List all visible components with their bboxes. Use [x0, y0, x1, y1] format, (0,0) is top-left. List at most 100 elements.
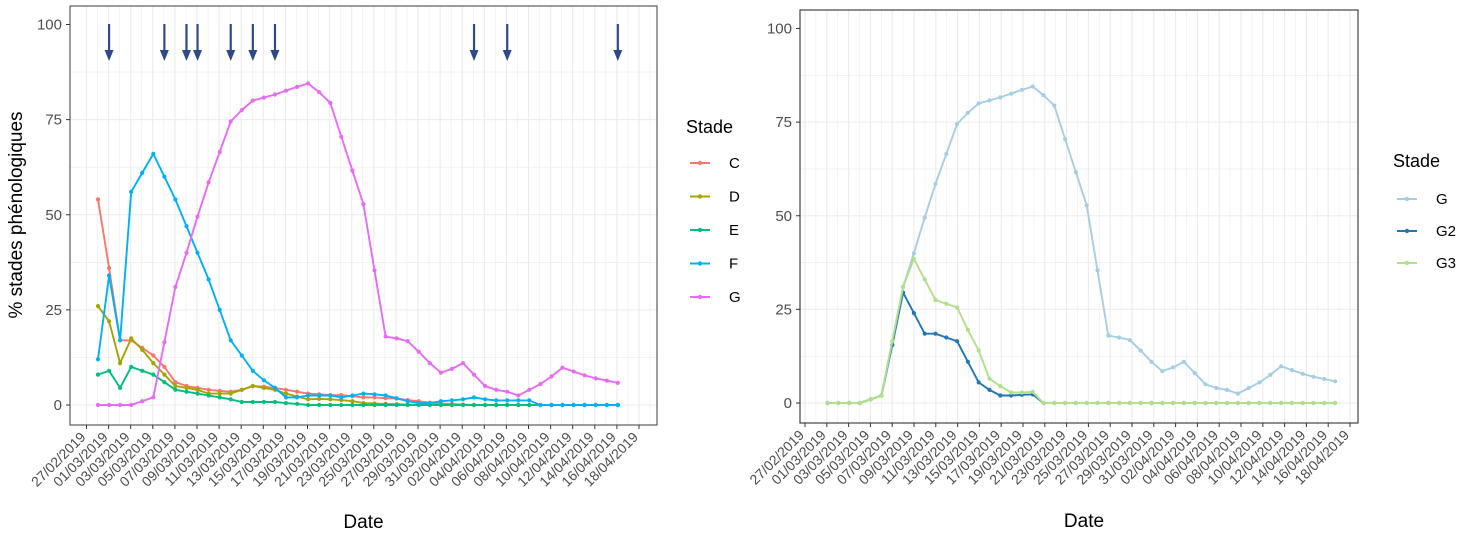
plot-panel [800, 10, 1358, 423]
data-point-G [460, 361, 466, 366]
data-point-F [195, 250, 200, 255]
arrow-head [159, 50, 169, 61]
data-point-D [107, 319, 112, 324]
data-point-G3 [1203, 400, 1208, 406]
y-tick-label: 100 [767, 21, 792, 38]
legend-key-point [1404, 260, 1410, 266]
down-arrow-icon [248, 24, 258, 61]
data-point-G3 [944, 301, 949, 306]
data-point-G3 [1009, 390, 1014, 395]
data-point-F [250, 368, 255, 373]
series-E [95, 364, 620, 408]
data-point-G3 [965, 327, 971, 333]
data-point-G3 [879, 393, 884, 398]
data-point-G [1041, 93, 1046, 98]
data-point-G [1203, 382, 1208, 387]
data-point-G [328, 100, 333, 105]
data-point-G3 [1063, 400, 1068, 406]
data-point-F [283, 395, 289, 400]
data-point-G [1117, 335, 1122, 340]
series-F [95, 151, 620, 408]
down-arrow-icon [181, 24, 191, 61]
data-point-G [998, 95, 1003, 100]
data-point-G2 [998, 393, 1003, 398]
data-point-G [228, 119, 233, 124]
legend-key-point [697, 227, 703, 233]
data-point-G [560, 365, 565, 370]
data-point-E [283, 401, 289, 406]
data-point-G [571, 369, 576, 374]
data-point-D [261, 385, 266, 390]
data-point-D [151, 361, 156, 366]
data-point-G3 [987, 376, 992, 381]
data-point-G [283, 88, 289, 93]
treatment-arrows [104, 24, 623, 61]
data-point-G3 [998, 384, 1003, 389]
data-point-G [505, 389, 510, 394]
data-point-F [140, 170, 145, 175]
data-point-G [604, 378, 609, 383]
data-point-G3 [1333, 400, 1338, 406]
data-point-G [1279, 364, 1284, 369]
data-point-E [306, 402, 311, 408]
legend-key-point [697, 294, 703, 300]
data-point-G [350, 168, 355, 173]
data-point-E [505, 402, 510, 408]
data-point-E [250, 399, 255, 405]
data-point-G2 [933, 331, 938, 336]
legend-item-D: D [690, 189, 740, 206]
data-point-G [987, 98, 992, 103]
data-point-G [195, 214, 200, 219]
data-point-F [438, 399, 443, 404]
arrow-head [469, 50, 479, 61]
data-point-F [162, 174, 167, 179]
data-point-G [250, 98, 255, 103]
down-arrow-icon [226, 24, 236, 61]
data-point-F [372, 392, 377, 397]
data-point-G2 [955, 339, 960, 344]
data-point-E [173, 387, 178, 392]
data-point-G [1246, 385, 1251, 391]
data-point-G [272, 92, 278, 97]
data-point-G [1192, 370, 1197, 376]
data-point-E [162, 380, 167, 385]
data-point-C [361, 395, 366, 400]
data-point-D [228, 391, 233, 396]
data-point-E [195, 391, 200, 396]
data-point-E [449, 402, 454, 408]
data-point-F [350, 393, 355, 398]
data-point-F [516, 398, 521, 403]
down-arrow-icon [159, 24, 169, 61]
data-point-G [383, 334, 388, 339]
data-point-E [383, 402, 388, 408]
data-point-G3 [1322, 400, 1327, 406]
legend-item-E: E [690, 222, 739, 239]
data-point-G [1235, 391, 1240, 396]
data-point-G2 [976, 380, 981, 385]
data-point-F [527, 398, 532, 403]
data-point-D [129, 336, 134, 341]
data-point-D [217, 391, 222, 396]
data-point-E [394, 402, 399, 408]
legend-key-point [697, 194, 703, 199]
data-point-F [505, 398, 510, 403]
data-point-G [339, 134, 344, 139]
data-point-E [228, 397, 233, 402]
data-point-G [911, 251, 917, 256]
data-point-E [317, 402, 322, 408]
data-point-G3 [1289, 400, 1294, 406]
data-point-F [151, 151, 156, 156]
panel-border [799, 9, 1359, 424]
data-point-E [438, 402, 443, 408]
data-point-G [184, 250, 189, 255]
data-point-G3 [955, 305, 960, 310]
down-arrow-icon [270, 24, 280, 61]
data-point-G [394, 336, 399, 341]
data-point-G3 [1160, 400, 1165, 406]
data-point-F [615, 402, 620, 408]
x-axis-title: Date [1064, 511, 1104, 532]
data-point-F [394, 396, 399, 401]
legend-key-point [697, 261, 703, 266]
data-point-G [933, 181, 938, 186]
data-point-G3 [1019, 390, 1024, 395]
